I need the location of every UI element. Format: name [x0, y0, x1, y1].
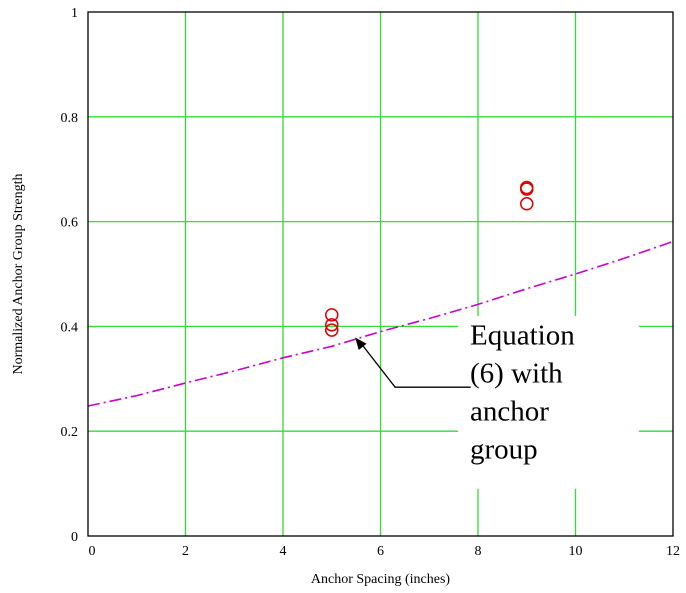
- y-tick-label: 1: [71, 6, 78, 21]
- x-axis-ticks: 0 2 4 6 8 10 12: [89, 544, 681, 559]
- annotation-line-2: (6) with: [470, 358, 563, 390]
- data-point: [520, 197, 534, 211]
- data-point: [520, 182, 534, 196]
- annotation-line-3: anchor: [470, 396, 549, 428]
- grid-lines: [88, 12, 673, 536]
- data-point: [325, 308, 339, 322]
- y-tick-label: 0.8: [61, 111, 79, 126]
- data-points-layer: [325, 180, 534, 337]
- annotation-arrow: [360, 343, 471, 388]
- data-point: [325, 323, 339, 337]
- x-tick-label: 8: [475, 544, 482, 559]
- y-axis-ticks: 0 0.2 0.4 0.6 0.8 1: [61, 6, 79, 545]
- data-point: [325, 318, 339, 332]
- y-tick-label: 0.2: [61, 425, 79, 440]
- y-axis-title: Normalized Anchor Group Strength: [11, 173, 26, 374]
- annotation-background: [458, 315, 639, 489]
- y-tick-label: 0.4: [61, 320, 79, 335]
- annotation-line-1: Equation: [470, 320, 575, 352]
- x-tick-label: 6: [377, 544, 384, 559]
- x-axis-title: Anchor Spacing (inches): [311, 572, 451, 587]
- y-tick-label: 0.6: [61, 216, 79, 231]
- x-tick-label: 2: [182, 544, 189, 559]
- x-tick-label: 12: [666, 544, 680, 559]
- annotation-arrow-head: [355, 337, 367, 350]
- x-tick-label: 10: [569, 544, 583, 559]
- x-tick-label: 0: [89, 544, 96, 559]
- annotation-line-4: group: [470, 434, 538, 466]
- plot-frame: [87, 11, 674, 537]
- x-tick-label: 4: [280, 544, 287, 559]
- annotation: Equation (6) with anchor group: [355, 315, 639, 489]
- y-tick-label: 0: [71, 530, 78, 545]
